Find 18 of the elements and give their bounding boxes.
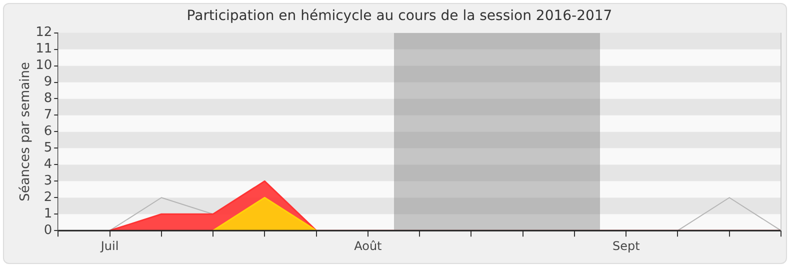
y-tick-label: 0 xyxy=(44,222,52,238)
y-tick-label: 3 xyxy=(44,174,52,189)
y-tick-label: 5 xyxy=(44,140,52,156)
y-axis-title: Séances par semaine xyxy=(18,62,34,202)
y-tick-label: 12 xyxy=(36,25,52,40)
y-tick-label: 9 xyxy=(44,74,52,90)
y-tick-label: 6 xyxy=(44,124,52,140)
y-tick-label: 10 xyxy=(36,58,52,74)
y-tick-label: 11 xyxy=(36,42,52,57)
x-tick-label: Sept xyxy=(612,238,640,253)
y-tick-label: 8 xyxy=(44,91,52,106)
y-tick-label: 1 xyxy=(44,206,52,222)
y-tick-label: 2 xyxy=(44,190,52,206)
x-tick-label: Août xyxy=(354,238,382,253)
y-tick-label: 7 xyxy=(44,108,52,123)
x-tick-label: Juil xyxy=(100,238,119,253)
chart-title: Participation en hémicycle au cours de la session 2016-2017 xyxy=(186,8,612,24)
y-tick-label: 4 xyxy=(44,157,52,172)
